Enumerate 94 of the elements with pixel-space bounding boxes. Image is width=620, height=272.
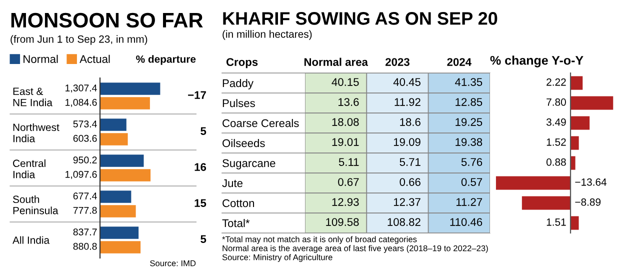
- y-tick-label: Sugarcane: [222, 159, 276, 170]
- bar: [100, 82, 160, 95]
- chart-subtitle: (from Jun 1 to Sep 23, in mm): [10, 35, 148, 45]
- bar: [522, 196, 571, 210]
- data-label: 12.85: [456, 98, 482, 106]
- source-note: Source: Ministry of Agriculture: [222, 254, 332, 262]
- chart-title: % change Y-o-Y: [490, 56, 584, 68]
- text: *Total may not match as it is only of broad categories: [222, 236, 417, 244]
- bar: [100, 97, 150, 110]
- text: 15: [194, 199, 206, 207]
- data-label: 1.51: [546, 218, 566, 226]
- text: % departure: [136, 55, 196, 65]
- data-label: 19.25: [456, 118, 482, 126]
- data-label: 1.52: [546, 138, 566, 146]
- data-label: 677.4: [73, 192, 97, 200]
- data-label: 109.58: [326, 218, 359, 226]
- text: 5: [200, 127, 206, 135]
- data-label: 40.45: [393, 78, 420, 86]
- data-label: 0.57: [461, 178, 482, 186]
- data-label: 2.22: [546, 78, 566, 86]
- y-tick-label: Northwest India: [13, 123, 60, 142]
- bar: [100, 169, 151, 182]
- x-tick-label: 2023: [386, 58, 410, 66]
- data-label: 777.8: [73, 206, 97, 214]
- y-axis-title: Crops: [226, 58, 258, 68]
- data-label: 110.46: [450, 218, 482, 226]
- y-tick-label: Total*: [222, 218, 250, 228]
- data-label: 0.67: [338, 178, 359, 186]
- data-label: 12.93: [332, 198, 359, 206]
- y-tick-label: Jute: [222, 179, 243, 188]
- bar: [100, 226, 139, 239]
- data-label: 5.11: [338, 158, 359, 166]
- y-tick-label: Pulses: [222, 98, 255, 108]
- legend-label: Normal: [24, 54, 58, 64]
- y-tick-label: Paddy: [222, 78, 254, 90]
- y-tick-label: All India: [12, 236, 50, 244]
- data-label: 7.80: [546, 98, 566, 106]
- data-label: 3.49: [546, 118, 566, 126]
- bar: [570, 216, 579, 230]
- y-tick-label: Oilseeds: [222, 138, 265, 148]
- chart-title: MONSOON SO FAR: [11, 12, 203, 28]
- bar: [100, 133, 128, 146]
- y-tick-label: East & NE India: [13, 88, 52, 106]
- data-label: 1,084.6: [66, 98, 97, 107]
- bar: [100, 241, 141, 254]
- chart-subtitle: (in million hectares): [222, 30, 312, 40]
- data-label: 5.71: [400, 158, 420, 166]
- data-label: 19.38: [456, 138, 482, 146]
- y-tick-label: Coarse Cereals: [222, 118, 299, 128]
- text: −17: [188, 91, 206, 99]
- data-label: 573.4: [73, 120, 97, 128]
- data-label: 18.6: [400, 118, 420, 126]
- data-label: 0.66: [400, 178, 420, 186]
- x-tick-label: Normal area: [304, 58, 368, 66]
- y-tick-label: Central India: [13, 159, 46, 178]
- data-label: 12.37: [394, 198, 420, 206]
- data-label: 1,097.6: [66, 170, 97, 179]
- text: Normal area is the average area of last five years (2018–19 to 2022–23): [222, 245, 488, 253]
- bar: [570, 156, 576, 170]
- bar: [100, 154, 144, 167]
- data-label: 950.2: [73, 156, 97, 164]
- data-label: −8.89: [575, 198, 601, 206]
- data-label: 13.6: [338, 98, 359, 106]
- text: 16: [194, 163, 206, 171]
- y-tick-label: South Peninsula: [12, 195, 58, 214]
- x-tick-label: 2024: [447, 58, 472, 66]
- data-label: −13.64: [575, 178, 607, 186]
- data-label: 11.27: [456, 198, 482, 206]
- data-label: 837.7: [73, 228, 97, 236]
- bar: [570, 116, 590, 130]
- data-label: 1,307.4: [66, 84, 97, 93]
- text: 5: [200, 235, 206, 243]
- bar: [100, 118, 126, 131]
- y-tick-label: Cotton: [222, 199, 254, 208]
- data-label: 880.8: [73, 242, 97, 250]
- data-label: 0.88: [546, 158, 566, 166]
- chart-title: KHARIF SOWING AS ON SEP 20: [223, 12, 498, 25]
- data-label: 19.01: [332, 138, 359, 146]
- source-note: Source: IMD: [150, 260, 196, 266]
- legend-label: Actual: [80, 54, 110, 64]
- bar: [570, 136, 579, 150]
- bar: [570, 76, 583, 90]
- data-label: 11.92: [394, 98, 420, 106]
- bar: [100, 190, 132, 203]
- data-label: 108.82: [388, 218, 420, 226]
- data-label: 19.09: [394, 138, 420, 146]
- data-label: 18.08: [332, 118, 359, 126]
- data-label: 5.76: [461, 158, 482, 166]
- bar: [100, 205, 136, 218]
- bar: [570, 96, 614, 110]
- data-label: 40.15: [332, 78, 359, 86]
- data-label: 41.35: [455, 78, 482, 86]
- data-label: 603.6: [73, 134, 97, 142]
- bar: [496, 176, 571, 190]
